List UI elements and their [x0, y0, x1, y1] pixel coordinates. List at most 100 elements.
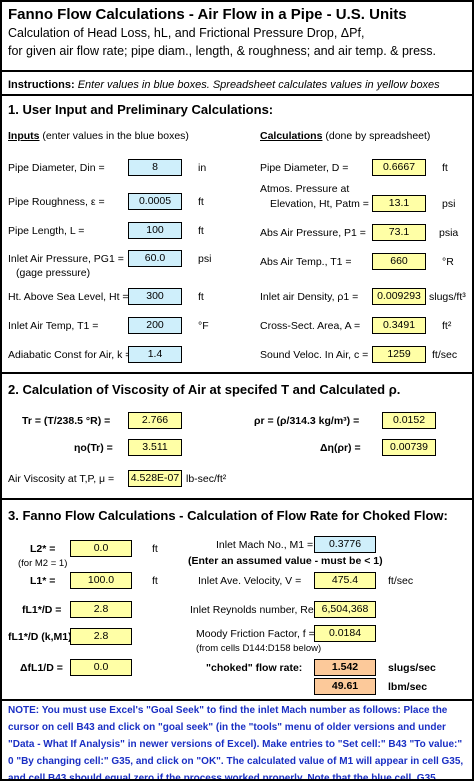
calc-label-abs-pressure: Abs Air Pressure, P1 = [260, 227, 366, 239]
gage-note: (gage pressure) [16, 267, 91, 279]
subtitle-line1: Calculation of Head Loss, hL, and Fricti… [8, 26, 365, 40]
rhor-label: ρr = (ρ/314.3 kg/m³) = [254, 415, 360, 427]
unit-label: ft [442, 162, 448, 174]
calc-area: 0.3491 [372, 317, 426, 334]
input-height[interactable]: 300 [128, 288, 182, 305]
friction-note: (from cells D144:D158 below) [196, 643, 322, 654]
viscosity-unit: lb-sec/ft² [186, 473, 227, 485]
unit-label: °R [442, 256, 454, 268]
input-label-inlet-temp: Inlet Air Temp, T1 = [8, 320, 99, 332]
unit-label: ft² [442, 320, 452, 332]
divider [2, 498, 472, 500]
calc-pipe-diameter: 0.6667 [372, 159, 426, 176]
inputs-header: Inputs (enter values in the blue boxes) [8, 130, 189, 142]
calc-abs-pressure: 73.1 [372, 224, 426, 241]
inputs-note: (enter values in the blue boxes) [42, 130, 189, 142]
fl1dk-label: fL1*/D (k,M1) = [8, 631, 81, 643]
mach-input[interactable]: 0.3776 [314, 536, 376, 553]
dfl-value: 0.0 [70, 659, 132, 676]
inputs-header-label: Inputs [8, 130, 40, 142]
input-pipe-length[interactable]: 100 [128, 222, 182, 239]
reynolds-value: 6,504,368 [314, 601, 376, 618]
instructions-label: Instructions: [8, 79, 75, 91]
calc-label-pipe-diameter: Pipe Diameter, D = [260, 162, 349, 174]
tr-label: Tr = (T/238.5 °R) = [22, 415, 111, 427]
choked-label: "choked" flow rate: [206, 662, 303, 674]
flow-rate-slugs-unit: slugs/sec [388, 662, 436, 674]
unit-label: ft [198, 225, 204, 237]
calc-density: 0.009293 [372, 288, 426, 305]
mach-label: Inlet Mach No., M1 = [216, 539, 314, 551]
eta-value: 3.511 [128, 439, 182, 456]
input-label-inlet-pressure: Inlet Air Pressure, PG1 = [8, 253, 124, 265]
input-label-pipe-roughness: Pipe Roughness, ε = [8, 196, 105, 208]
calcs-header-label: Calculations [260, 130, 323, 142]
unit-label: psia [439, 227, 459, 239]
l1-value: 100.0 [70, 572, 132, 589]
unit-label: psi [442, 198, 456, 210]
unit-label: ft [198, 196, 204, 208]
calc-label-area: Cross-Sect. Area, A = [260, 320, 361, 332]
input-label-height: Ht. Above Sea Level, Ht = [8, 291, 129, 303]
deta-label: Δη(ρr) = [320, 442, 361, 454]
friction-value: 0.0184 [314, 625, 376, 642]
calcs-note: (done by spreadsheet) [325, 130, 431, 142]
calc-label-abs-temp: Abs Air Temp., T1 = [260, 256, 352, 268]
input-inlet-pressure[interactable]: 60.0 [128, 250, 182, 267]
divider [2, 70, 472, 72]
calc-label-density: Inlet air Density, ρ1 = [260, 291, 359, 303]
section2-title: 2. Calculation of Viscosity of Air at sp… [8, 382, 401, 397]
unit-label: °F [198, 320, 209, 332]
input-label-pipe-diameter: Pipe Diameter, Din = [8, 162, 105, 174]
l2-unit: ft [152, 543, 158, 555]
section3-title: 3. Fanno Flow Calculations - Calculation… [8, 508, 448, 523]
subtitle-line2: for given air flow rate; pipe diam., len… [8, 44, 436, 58]
input-adiabatic-const[interactable]: 1.4 [128, 346, 182, 363]
flow-rate-slugs: 1.542 [314, 659, 376, 676]
reynolds-label: Inlet Reynolds number, Re = [190, 604, 323, 616]
calcs-header: Calculations (done by spreadsheet) [260, 130, 430, 142]
l1-unit: ft [152, 575, 158, 587]
flow-rate-lbm: 49.61 [314, 678, 376, 695]
input-inlet-temp[interactable]: 200 [128, 317, 182, 334]
eta-label: ηo(Tr) = [74, 442, 113, 454]
l1-label: L1* = [30, 575, 56, 587]
unit-label: in [198, 162, 207, 174]
unit-label: ft [198, 291, 204, 303]
friction-label: Moody Friction Factor, f = [196, 628, 315, 640]
calc-sound-velocity: 1259 [372, 346, 426, 363]
calc-label-sound-velocity: Sound Veloc. In Air, c = [260, 349, 369, 361]
velocity-label: Inlet Ave. Velocity, V = [198, 575, 302, 587]
fl1d-label: fL1*/D = [22, 604, 62, 616]
input-pipe-diameter[interactable]: 8 [128, 159, 182, 176]
input-label-pipe-length: Pipe Length, L = [8, 225, 85, 237]
dfl-label: ΔfL1/D = [20, 662, 63, 674]
unit-label: slugs/ft³ [429, 291, 466, 303]
deta-value: 0.00739 [382, 439, 436, 456]
l2-value: 0.0 [70, 540, 132, 557]
calc-abs-temp: 660 [372, 253, 426, 270]
input-label-adiabatic-const: Adiabatic Const for Air, k = [8, 349, 132, 361]
input-pipe-roughness[interactable]: 0.0005 [128, 193, 182, 210]
fl1d-value: 2.8 [70, 601, 132, 618]
divider [2, 699, 472, 701]
rhor-value: 0.0152 [382, 412, 436, 429]
divider [2, 94, 472, 96]
l2-label: L2* = [30, 543, 56, 555]
velocity-unit: ft/sec [388, 575, 414, 587]
tr-value: 2.766 [128, 412, 182, 429]
page-title: Fanno Flow Calculations - Air Flow in a … [8, 6, 407, 23]
calc-label-atm-pressure: Elevation, Ht, Patm = [270, 198, 369, 210]
velocity-value: 475.4 [314, 572, 376, 589]
assumed-note: (Enter an assumed value - must be < 1) [188, 555, 383, 567]
section1-title: 1. User Input and Preliminary Calculatio… [8, 102, 274, 117]
divider [2, 372, 472, 374]
instructions: Instructions: Enter values in blue boxes… [8, 79, 440, 91]
fl1dk-value: 2.8 [70, 628, 132, 645]
instructions-text: Enter values in blue boxes. Spreadsheet … [77, 79, 440, 91]
flow-rate-lbm-unit: lbm/sec [388, 681, 428, 693]
unit-label: psi [198, 253, 212, 265]
atm-label-line1: Atmos. Pressure at [260, 183, 350, 195]
calc-atm-pressure: 13.1 [372, 195, 426, 212]
